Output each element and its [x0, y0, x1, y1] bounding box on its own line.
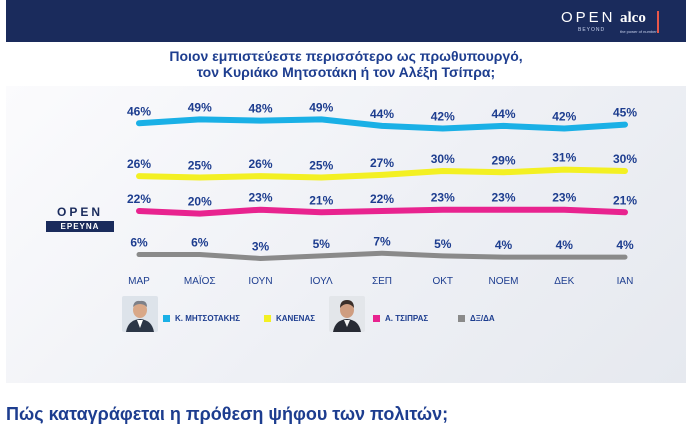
data-label-dkda: 4% — [556, 238, 574, 252]
data-label-kanenas: 27% — [370, 156, 394, 170]
data-label-kanenas: 26% — [248, 157, 272, 171]
data-label-dkda: 4% — [616, 238, 634, 252]
x-tick-label: ΜΑΡ — [128, 276, 150, 287]
open-ereuna-logo: OPEN ΕΡΕΥΝΑ — [46, 205, 114, 232]
x-tick-label: ΜΑΪΟΣ — [184, 275, 216, 287]
data-label-dkda: 6% — [130, 236, 148, 250]
series-line-dkda — [136, 250, 628, 261]
data-label-kanenas: 30% — [431, 152, 455, 166]
series-line-kanenas — [136, 166, 628, 181]
data-label-mitsotakis: 44% — [370, 107, 394, 121]
data-label-dkda: 7% — [373, 234, 391, 248]
data-label-tsipras: 23% — [491, 191, 515, 205]
alco-tagline: the power of numbers — [620, 29, 659, 34]
series-line-mitsotakis — [136, 116, 628, 132]
data-label-mitsotakis: 45% — [613, 106, 637, 120]
data-label-dkda: 3% — [252, 239, 270, 253]
data-label-tsipras: 21% — [613, 193, 637, 207]
data-label-dkda: 5% — [434, 237, 452, 251]
x-tick-label: ΔΕΚ — [554, 276, 574, 287]
logo-accent-bar — [657, 11, 659, 33]
series-line-tsipras — [136, 206, 628, 217]
data-label-mitsotakis: 44% — [491, 107, 515, 121]
chart-title-line2: τον Κυριάκο Μητσοτάκη ή τον Αλέξη Τσίπρα… — [196, 64, 496, 80]
mitsotakis-avatar — [122, 296, 158, 332]
line-chart: 46% 49% 48% 49% 44% 42% 44% 42% 45% 26% 25% 26% 25% 2… — [127, 100, 637, 287]
data-label-kanenas: 29% — [491, 153, 515, 167]
legend-label-tsipras: Α. ΤΣΙΠΡΑΣ — [385, 314, 429, 323]
data-label-mitsotakis: 46% — [127, 104, 151, 118]
chart-legend: Κ. ΜΗΤΣΟΤΑΚΗΣ ΚΑΝΕΝΑΣ Α. ΤΣΙΠΡΑΣ — [6, 296, 686, 336]
data-label-dkda: 4% — [495, 238, 513, 252]
data-label-mitsotakis: 49% — [188, 100, 212, 114]
x-tick-label: ΟΚΤ — [432, 276, 453, 287]
legend-swatch-tsipras — [373, 315, 380, 322]
legend-swatch-dkda — [458, 315, 465, 322]
data-label-kanenas: 26% — [127, 157, 151, 171]
open-ereuna-bottom-text: ΕΡΕΥΝΑ — [46, 221, 114, 232]
data-label-tsipras: 21% — [309, 193, 333, 207]
alco-logo: alco — [620, 10, 646, 26]
data-label-tsipras: 20% — [188, 195, 212, 209]
tsipras-avatar — [329, 296, 365, 332]
x-tick-label: ΝΟΕΜ — [489, 276, 519, 287]
x-tick-label: ΙΑΝ — [617, 276, 634, 287]
page-subtitle: Πώς καταγράφεται η πρόθεση ψήφου των πολ… — [6, 404, 449, 424]
data-label-tsipras: 23% — [552, 191, 576, 205]
data-label-dkda: 6% — [191, 236, 209, 250]
data-label-kanenas: 30% — [613, 152, 637, 166]
open-beyond-tagline: BEYOND — [578, 27, 606, 33]
legend-label-kanenas: ΚΑΝΕΝΑΣ — [276, 314, 316, 323]
chart-panel: 46% 49% 48% 49% 44% 42% 44% 42% 45% 26% 25% 26% 25% 2… — [6, 86, 686, 383]
data-label-tsipras: 22% — [370, 192, 394, 206]
x-tick-label: ΣΕΠ — [372, 276, 392, 287]
data-label-tsipras: 23% — [431, 191, 455, 205]
data-label-kanenas: 31% — [552, 151, 576, 165]
legend-label-dkda: ΔΞ/ΔΑ — [470, 314, 495, 323]
legend-item-kanenas: ΚΑΝΕΝΑΣ — [264, 314, 315, 323]
top-brand-bar: OPEN BEYOND alco the power of numbers — [6, 0, 686, 42]
data-label-dkda: 5% — [313, 237, 331, 251]
open-logo: OPEN — [561, 9, 616, 26]
data-label-kanenas: 25% — [309, 158, 333, 172]
chart-frame: OPEN BEYOND alco the power of numbers Πο… — [6, 0, 686, 383]
legend-label-mitsotakis: Κ. ΜΗΤΣΟΤΑΚΗΣ — [175, 314, 240, 323]
data-label-tsipras: 23% — [248, 191, 272, 205]
x-tick-label: ΙΟΥΛ — [310, 276, 333, 287]
data-label-kanenas: 25% — [188, 158, 212, 172]
open-ereuna-top-text: OPEN — [56, 205, 103, 219]
chart-title: Ποιον εμπιστεύεστε περισσότερο ως πρωθυπ… — [169, 48, 523, 64]
legend-swatch-mitsotakis — [163, 315, 170, 322]
legend-swatch-kanenas — [264, 315, 271, 322]
data-label-mitsotakis: 42% — [431, 109, 455, 123]
data-label-mitsotakis: 49% — [309, 100, 333, 114]
legend-item-tsipras: Α. ΤΣΙΠΡΑΣ — [373, 314, 428, 323]
data-label-mitsotakis: 48% — [248, 102, 272, 116]
x-tick-label: ΙΟΥΝ — [248, 276, 272, 287]
legend-item-mitsotakis: Κ. ΜΗΤΣΟΤΑΚΗΣ — [163, 314, 240, 323]
data-label-tsipras: 22% — [127, 192, 151, 206]
data-label-mitsotakis: 42% — [552, 109, 576, 123]
legend-item-dkda: ΔΞ/ΔΑ — [458, 314, 495, 323]
